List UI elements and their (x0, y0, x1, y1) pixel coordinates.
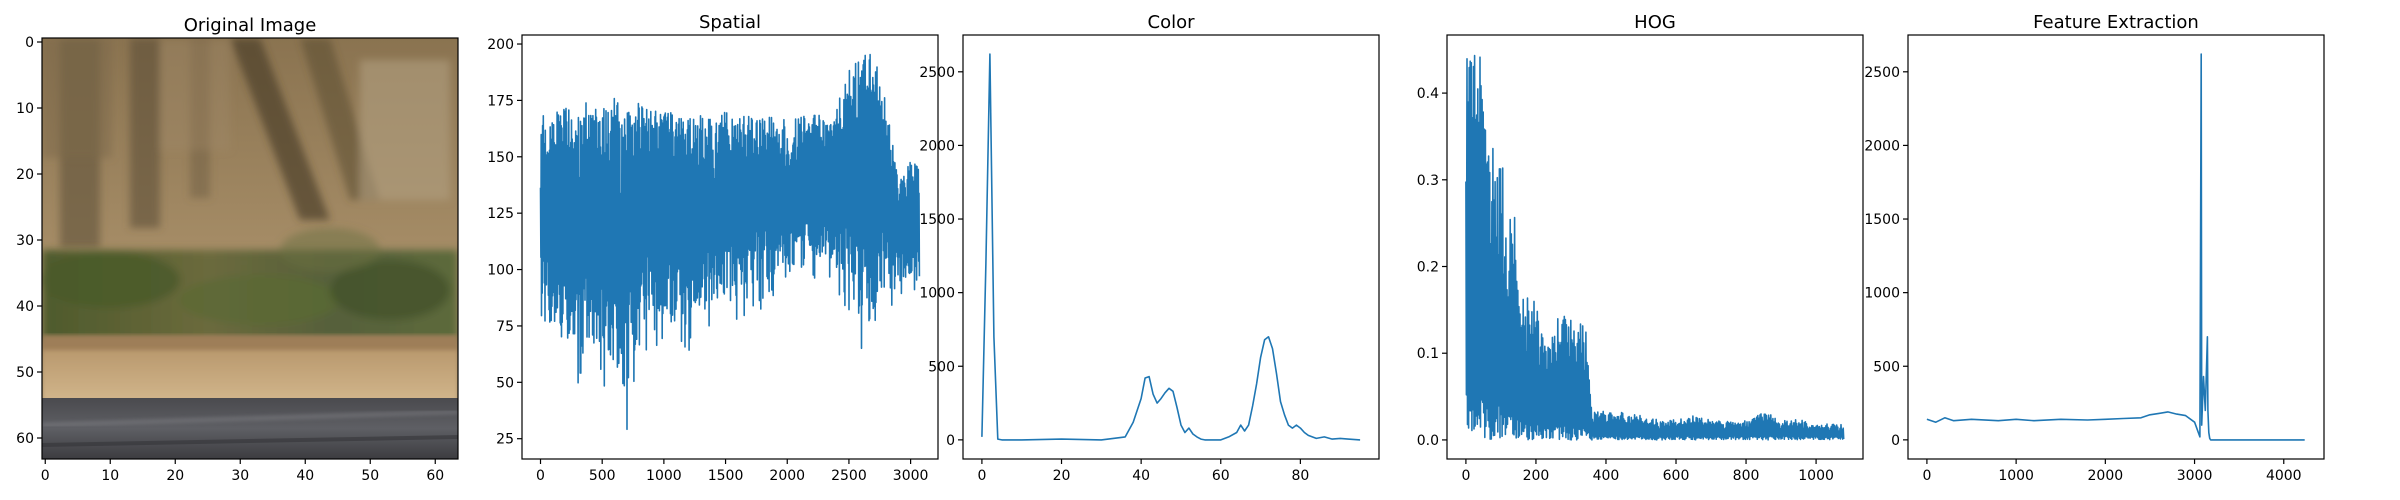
x-tick-label: 4000 (2266, 468, 2302, 484)
x-tick-label: 2500 (831, 468, 867, 484)
series-line (1465, 54, 1845, 441)
series-line (539, 53, 921, 431)
x-tick-label: 3000 (2177, 468, 2213, 484)
x-tick-label: 30 (231, 468, 249, 484)
color-x-axis: 0 20 40 60 80 (977, 459, 1309, 484)
x-tick-label: 1000 (1998, 468, 2034, 484)
x-tick-label: 500 (589, 468, 616, 484)
x-tick-label: 800 (1733, 468, 1760, 484)
y-tick-label: 150 (487, 150, 514, 166)
color-title: Color (1148, 12, 1196, 33)
x-tick-label: 40 (296, 468, 314, 484)
y-tick-label: 0.0 (1417, 433, 1439, 449)
x-tick-label: 1500 (708, 468, 744, 484)
color-y-axis: 0 500 1000 1500 2000 2500 (919, 65, 963, 449)
y-tick-label: 0.2 (1417, 260, 1439, 276)
x-tick-label: 3000 (893, 468, 929, 484)
y-tick-label: 30 (16, 233, 34, 249)
x-tick-label: 0 (41, 468, 50, 484)
spatial-y-axis: 25 50 75 100 125 150 175 200 (487, 37, 522, 448)
y-tick-label: 60 (16, 431, 34, 447)
y-tick-label: 0.3 (1417, 173, 1439, 189)
series-line (981, 53, 1361, 441)
y-tick-label: 100 (487, 263, 514, 279)
x-tick-label: 400 (1593, 468, 1620, 484)
x-tick-label: 0 (1461, 468, 1470, 484)
x-tick-label: 50 (361, 468, 379, 484)
original-image (42, 38, 458, 459)
image-y-axis: 0 10 20 30 40 50 60 (16, 35, 42, 447)
series-line (1926, 53, 2305, 441)
y-tick-label: 500 (928, 359, 955, 375)
x-tick-label: 600 (1663, 468, 1690, 484)
x-tick-label: 1000 (1798, 468, 1834, 484)
image-x-axis: 0 10 20 30 40 50 60 (41, 459, 444, 484)
y-tick-label: 1500 (919, 212, 955, 228)
y-tick-label: 75 (496, 319, 514, 335)
y-tick-label: 2500 (1864, 65, 1900, 81)
y-tick-label: 0.1 (1417, 346, 1439, 362)
hog-panel: HOG 0 200 400 600 800 1000 0.0 0.1 0.2 0.3 0.4 (1417, 12, 1864, 484)
x-tick-label: 20 (166, 468, 184, 484)
x-tick-label: 200 (1523, 468, 1550, 484)
y-tick-label: 175 (487, 93, 514, 109)
x-tick-label: 2000 (2088, 468, 2124, 484)
feature-extraction-panel: Feature Extraction 0 1000 2000 3000 4000 0 50… (1864, 12, 2325, 484)
y-tick-label: 2000 (1864, 138, 1900, 154)
y-tick-label: 50 (496, 375, 514, 391)
color-panel: Color 0 20 40 60 80 0 500 1000 1500 2000 2500 (919, 12, 1380, 484)
image-panel-title: Original Image (184, 15, 317, 36)
x-tick-label: 80 (1291, 468, 1309, 484)
x-tick-label: 0 (1922, 468, 1931, 484)
x-tick-label: 60 (1212, 468, 1230, 484)
y-tick-label: 500 (1873, 359, 1900, 375)
spatial-panel: Spatial 0 500 1000 1500 2000 2500 3000 25 50 75 1… (487, 12, 939, 484)
y-tick-label: 0 (1891, 433, 1900, 449)
y-tick-label: 2000 (919, 138, 955, 154)
y-tick-label: 2500 (919, 65, 955, 81)
hog-y-axis: 0.0 0.1 0.2 0.3 0.4 (1417, 86, 1447, 449)
y-tick-label: 10 (16, 101, 34, 117)
feature-extraction-y-axis: 0 500 1000 1500 2000 2500 (1864, 65, 1908, 449)
feature-extraction-x-axis: 0 1000 2000 3000 4000 (1922, 459, 2302, 484)
y-tick-label: 50 (16, 365, 34, 381)
y-tick-label: 0 (25, 35, 34, 51)
x-tick-label: 10 (101, 468, 119, 484)
y-tick-label: 1000 (919, 286, 955, 302)
x-tick-label: 1000 (646, 468, 682, 484)
y-tick-label: 40 (16, 299, 34, 315)
y-tick-label: 1500 (1864, 212, 1900, 228)
y-tick-label: 0.4 (1417, 86, 1439, 102)
hog-x-axis: 0 200 400 600 800 1000 (1461, 459, 1834, 484)
x-tick-label: 0 (977, 468, 986, 484)
y-tick-label: 1000 (1864, 286, 1900, 302)
spatial-plot-area (539, 53, 921, 431)
feature-extraction-title: Feature Extraction (2033, 12, 2199, 33)
y-tick-label: 125 (487, 206, 514, 222)
x-tick-label: 0 (536, 468, 545, 484)
feature-extraction-plot-area (1926, 53, 2305, 441)
y-tick-label: 0 (946, 433, 955, 449)
y-tick-label: 200 (487, 37, 514, 53)
y-tick-label: 20 (16, 167, 34, 183)
image-panel: Original Image (16, 15, 459, 484)
x-tick-label: 60 (426, 468, 444, 484)
hog-title: HOG (1634, 12, 1676, 33)
color-plot-area (981, 53, 1361, 441)
x-tick-label: 40 (1132, 468, 1150, 484)
hog-plot-area (1465, 54, 1845, 441)
x-tick-label: 20 (1053, 468, 1071, 484)
spatial-title: Spatial (699, 12, 761, 33)
spatial-x-axis: 0 500 1000 1500 2000 2500 3000 (536, 459, 928, 484)
y-tick-label: 25 (496, 432, 514, 448)
x-tick-label: 2000 (769, 468, 805, 484)
